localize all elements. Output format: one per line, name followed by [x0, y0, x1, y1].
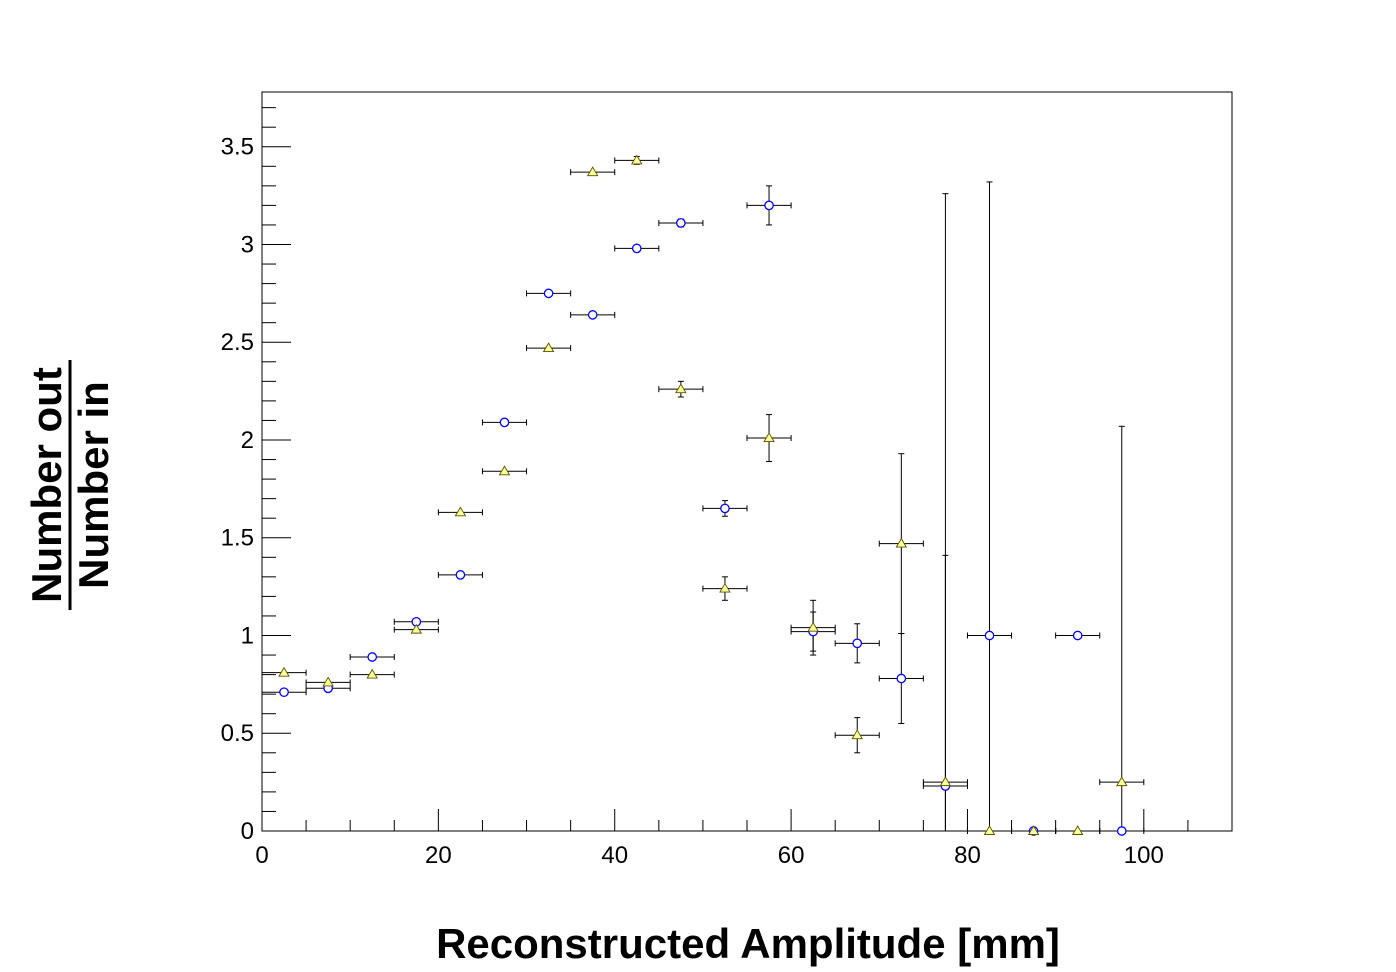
data-point-triangle	[278, 666, 290, 677]
data-point-circle	[1072, 630, 1083, 641]
x-tick-label: 60	[778, 842, 805, 869]
x-tick-label: 40	[601, 842, 628, 869]
data-point-circle	[720, 503, 730, 514]
y-axis-title-numerator: Number out	[23, 367, 70, 603]
data-point-circle	[499, 417, 510, 428]
axis-ticks	[261, 107, 1233, 832]
y-tick-label: 3.5	[221, 134, 254, 161]
y-tick-label: 2	[241, 427, 254, 454]
data-point-triangle	[939, 776, 952, 787]
data-point-circle	[1116, 826, 1127, 836]
data-point-triangle	[895, 537, 908, 548]
x-tick-label: 20	[425, 842, 452, 869]
data-point-triangle	[807, 621, 819, 632]
y-tick-label: 0	[241, 818, 254, 845]
x-tick-label: 100	[1124, 842, 1164, 869]
y-tick-label: 2.5	[221, 329, 254, 356]
data-markers	[278, 154, 1128, 836]
x-tick-label: 80	[954, 842, 981, 869]
axis-tick-labels: 0 20 40 60 80 100 0 0.5 1 1.5 2 2.5 3 3.5	[221, 134, 1164, 869]
x-axis-title: Reconstructed Amplitude [mm]	[436, 920, 1060, 967]
data-point-triangle	[366, 668, 379, 679]
data-point-triangle	[763, 432, 775, 442]
data-point-circle	[367, 652, 378, 662]
data-point-triangle	[586, 166, 599, 177]
y-tick-label: 1.5	[221, 525, 254, 552]
data-point-triangle	[322, 676, 334, 687]
data-point-circle	[676, 218, 686, 228]
data-point-triangle	[1027, 825, 1040, 835]
data-point-triangle	[719, 582, 731, 593]
data-point-triangle	[851, 729, 864, 740]
data-point-circle	[455, 570, 466, 580]
data-point-circle	[852, 638, 863, 649]
y-axis-title: Number out Number in	[23, 360, 117, 610]
data-point-triangle	[1071, 825, 1084, 835]
error-bars	[261, 156, 1145, 834]
y-tick-label: 0.5	[221, 720, 254, 747]
y-axis-title-denominator: Number in	[70, 381, 117, 589]
y-tick-label: 3	[241, 231, 254, 258]
data-point-triangle	[630, 154, 643, 165]
data-point-circle	[587, 310, 598, 320]
data-point-circle	[764, 200, 774, 211]
data-point-circle	[279, 687, 289, 698]
data-point-circle	[984, 630, 995, 641]
data-point-circle	[896, 673, 907, 684]
data-point-circle	[631, 243, 642, 254]
data-point-triangle	[1115, 776, 1128, 787]
data-point-triangle	[675, 383, 687, 394]
x-tick-label: 0	[255, 842, 268, 869]
y-tick-label: 1	[241, 622, 254, 649]
data-point-triangle	[542, 342, 555, 353]
data-point-triangle	[498, 465, 511, 476]
data-point-circle	[543, 288, 554, 299]
data-point-triangle	[983, 825, 996, 835]
data-point-triangle	[410, 623, 423, 634]
data-point-triangle	[454, 506, 467, 517]
